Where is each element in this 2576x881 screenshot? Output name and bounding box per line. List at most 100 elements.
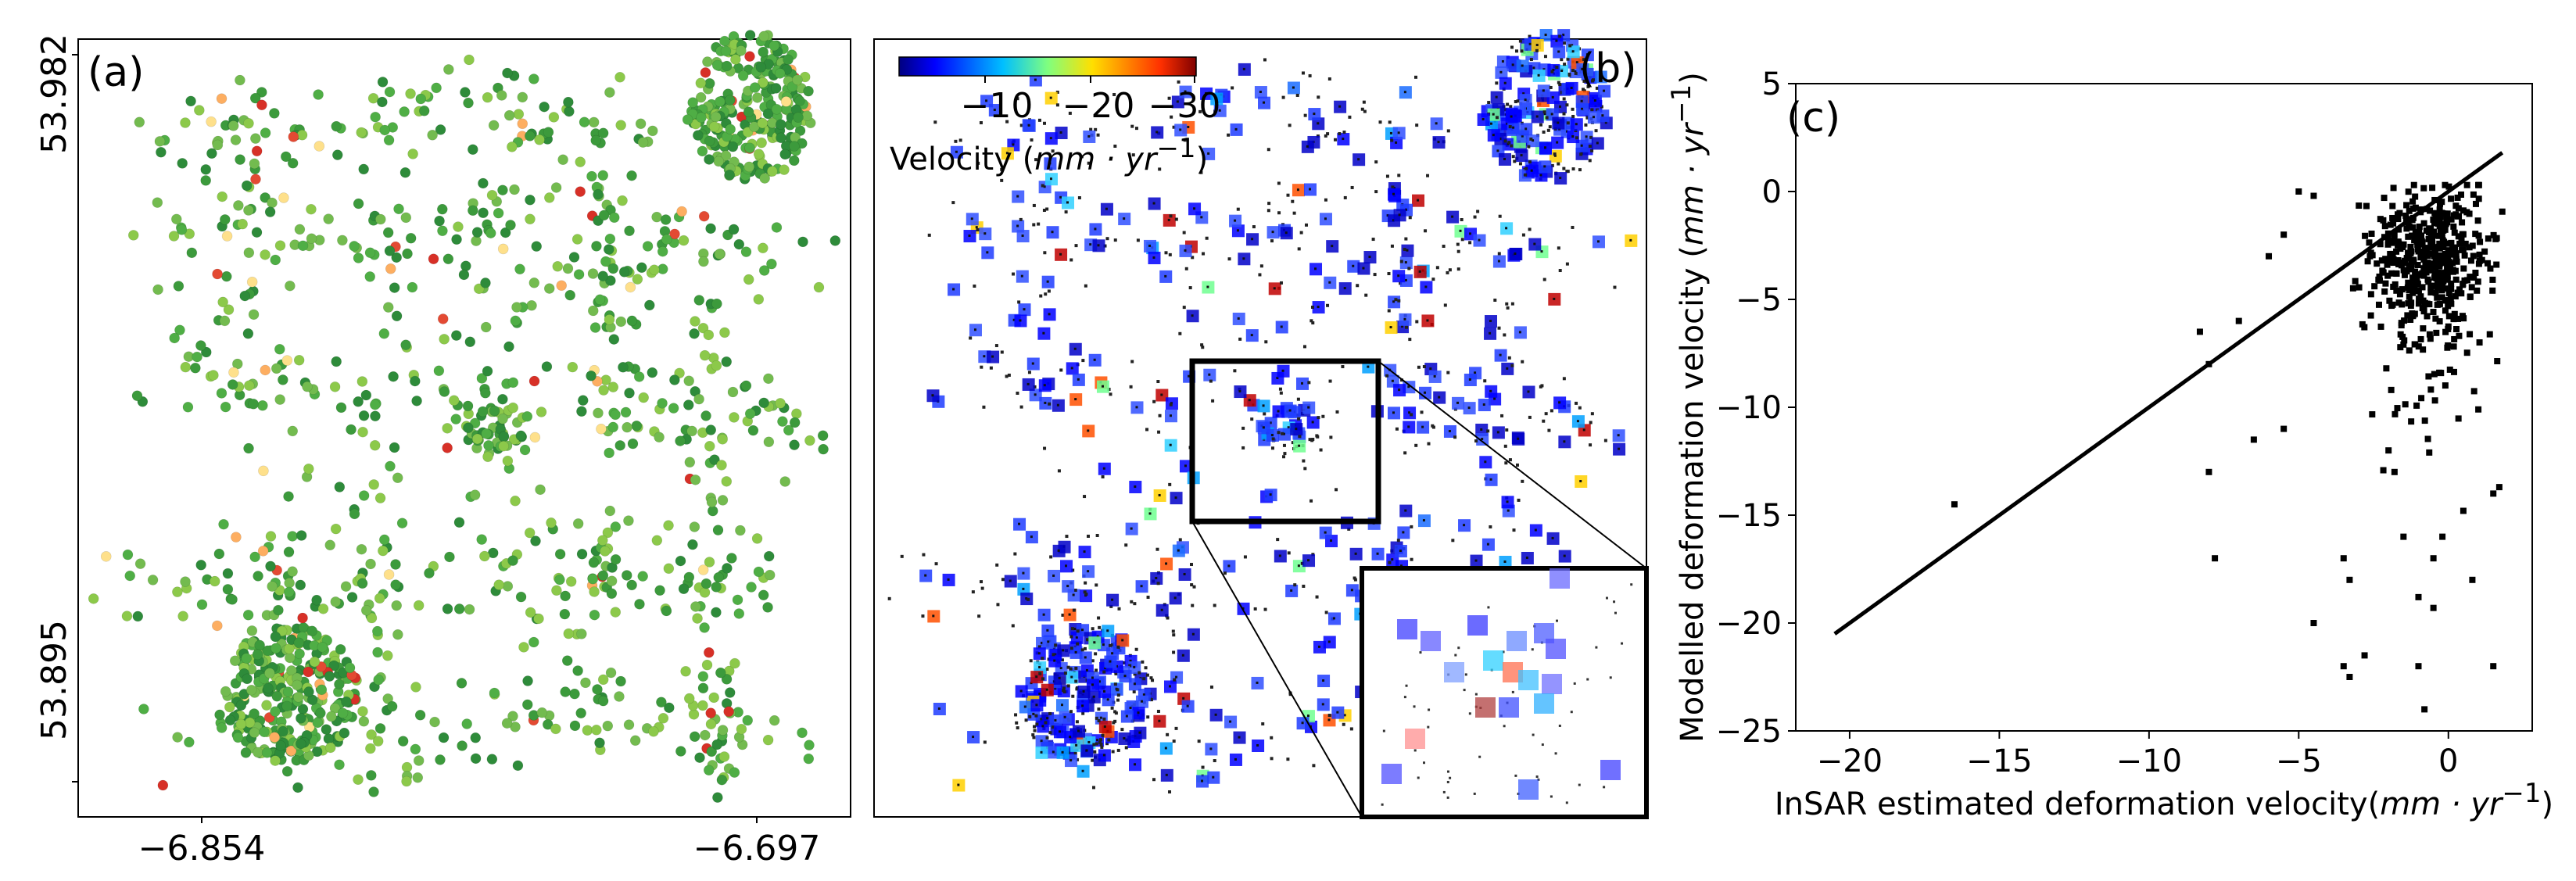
panel-a-point xyxy=(267,197,278,209)
panel-b-point-marker xyxy=(1063,715,1066,718)
panel-c-ylabel-exp: −1 xyxy=(1666,84,1697,124)
panel-c-point xyxy=(2467,293,2474,300)
panel-c-point xyxy=(2349,285,2356,292)
panel-a-point xyxy=(281,765,293,777)
panel-b-point-marker xyxy=(1023,705,1026,708)
panel-b-point-marker xyxy=(1269,421,1272,424)
panel-b-point-marker xyxy=(1350,589,1353,592)
panel-c-point xyxy=(2475,195,2482,202)
panel-b-point-marker xyxy=(1075,636,1078,639)
panel-b-point xyxy=(1158,414,1162,417)
panel-c-point xyxy=(2295,188,2302,195)
panel-a-point xyxy=(249,551,260,563)
panel-b-point-marker xyxy=(1581,67,1584,70)
panel-a-point xyxy=(242,328,254,339)
panel-c-point xyxy=(2432,252,2439,260)
panel-a-point xyxy=(636,262,647,274)
panel-b-point xyxy=(1310,305,1314,309)
panel-b-point xyxy=(1164,251,1168,255)
panel-a-point xyxy=(718,751,730,762)
panel-a-point xyxy=(580,677,591,689)
panel-a-point xyxy=(720,150,732,161)
panel-c-point xyxy=(2442,274,2449,281)
panel-a-point xyxy=(209,575,220,587)
panel-c-point xyxy=(2310,192,2317,199)
panel-c-point xyxy=(2434,294,2441,301)
panel-c-point xyxy=(2403,255,2410,262)
panel-b-point-marker xyxy=(1250,334,1253,337)
panel-a-point xyxy=(680,665,691,677)
inset-point xyxy=(1474,693,1478,696)
panel-a-point xyxy=(608,334,620,345)
panel-a-point xyxy=(296,129,308,141)
panel-b-point xyxy=(1335,488,1338,492)
panel-a-point xyxy=(400,339,411,350)
panel-a-point xyxy=(208,370,219,381)
panel-c-point xyxy=(2388,239,2395,246)
panel-b-point-marker xyxy=(1074,650,1077,654)
panel-b-point-marker xyxy=(1176,100,1179,103)
panel-b-point-marker xyxy=(1574,70,1577,73)
panel-b-point xyxy=(1227,133,1231,137)
panel-b-point-marker xyxy=(1081,769,1084,772)
panel-b-point-marker xyxy=(1054,687,1057,690)
panel-a-point xyxy=(515,591,527,603)
panel-b-point xyxy=(1579,152,1583,156)
panel-c-point xyxy=(2397,344,2404,351)
panel-b-point xyxy=(1297,247,1301,251)
panel-a-point xyxy=(656,697,667,708)
panel-b-point-marker xyxy=(1059,252,1062,256)
panel-a-point xyxy=(482,365,493,377)
panel-b-point-marker xyxy=(1527,390,1530,393)
panel-b-point xyxy=(1562,167,1566,170)
panel-a-point xyxy=(705,707,716,718)
panel-b-point-marker xyxy=(1164,747,1167,750)
panel-a-point xyxy=(700,729,711,741)
panel-b-point-marker xyxy=(1521,64,1524,67)
panel-b-point xyxy=(1102,717,1106,721)
panel-c-point xyxy=(2420,256,2427,263)
panel-c-frame xyxy=(1795,83,2533,732)
panel-b-point xyxy=(1270,736,1274,740)
panel-c-point xyxy=(2402,212,2409,219)
panel-b-point xyxy=(1243,555,1247,559)
panel-a-point xyxy=(535,484,546,496)
panel-c-point xyxy=(2390,184,2397,192)
panel-b-point xyxy=(1292,211,1296,215)
panel-a-point xyxy=(240,747,252,758)
panel-b-point xyxy=(1109,392,1112,396)
panel-b-point-marker xyxy=(1571,50,1575,53)
panel-c-point xyxy=(2391,468,2398,475)
panel-a-point xyxy=(386,700,398,712)
panel-a-point xyxy=(402,248,413,260)
panel-b-point-marker xyxy=(1276,376,1279,379)
panel-a-point xyxy=(436,203,448,215)
panel-a-point xyxy=(797,236,808,248)
panel-a-point xyxy=(264,668,275,679)
panel-a-point xyxy=(562,263,574,274)
panel-b-point-marker xyxy=(1392,187,1395,190)
panel-c-point xyxy=(2356,284,2363,291)
panel-c-point xyxy=(2449,260,2456,267)
panel-a-point xyxy=(349,508,360,520)
panel-b-point xyxy=(1151,679,1155,682)
panel-a-point xyxy=(324,671,335,682)
panel-a-point xyxy=(657,245,668,257)
panel-a-point xyxy=(263,682,274,694)
panel-a-point xyxy=(689,731,700,743)
panel-a-point xyxy=(222,568,234,579)
panel-c-point xyxy=(2235,317,2242,324)
panel-a-point xyxy=(548,112,560,123)
panel-c-point xyxy=(2391,258,2398,265)
panel-b-point xyxy=(1109,604,1113,608)
panel-b-point xyxy=(1396,539,1400,543)
panel-c-point xyxy=(2400,341,2407,348)
panel-a-point xyxy=(753,294,765,305)
panel-a-point xyxy=(252,649,263,661)
panel-a-point xyxy=(735,525,746,536)
panel-b-point xyxy=(1395,427,1399,431)
panel-c-point xyxy=(2402,401,2409,408)
panel-a-point xyxy=(683,571,695,583)
panel-a-point xyxy=(283,586,295,598)
panel-a-point xyxy=(724,169,736,181)
